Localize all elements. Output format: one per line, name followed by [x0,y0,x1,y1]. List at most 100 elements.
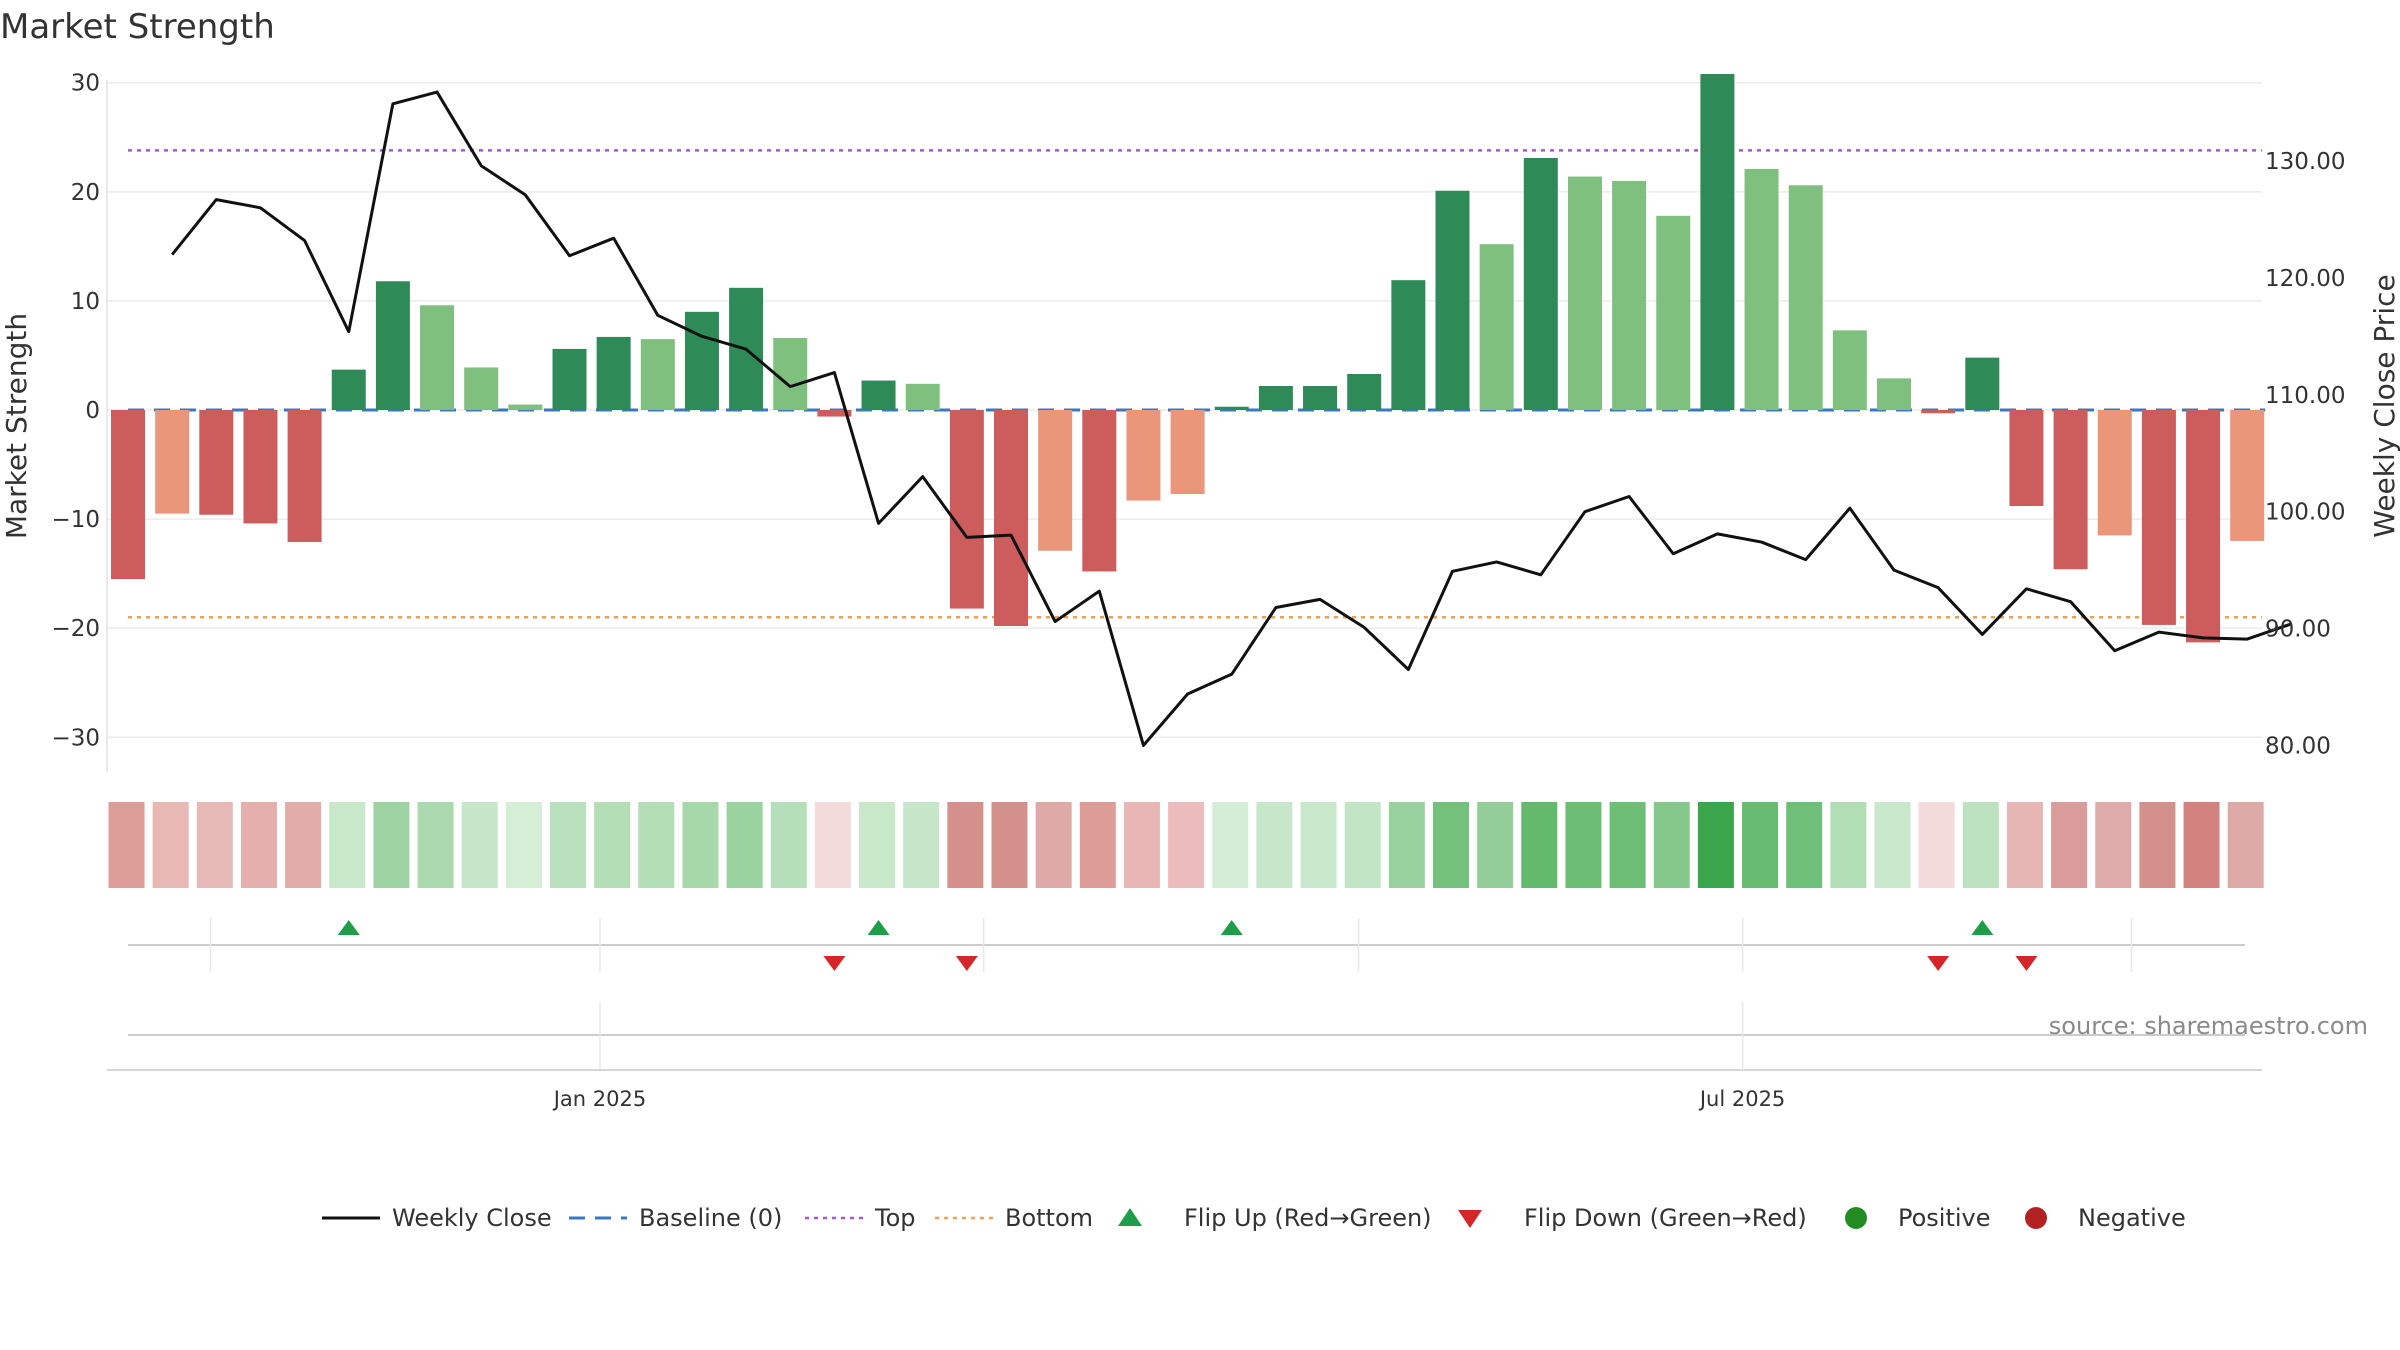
strength-bar [508,404,543,410]
heat-strip-cell [1256,802,1293,888]
y-tick-label: −20 [51,616,100,642]
strength-bar [1523,158,1558,410]
legend-label: Weekly Close [392,1204,552,1232]
y2-tick-label: 100.00 [2265,500,2345,526]
flip-up-marker [1971,920,1994,935]
strength-bar [1877,378,1911,410]
flip-up-marker [1220,920,1243,935]
legend-swatch-flip-up [1118,1208,1142,1226]
heat-strip-cell [594,802,631,888]
heat-strip-cell [903,802,940,888]
strength-bar [2053,410,2088,570]
strength-bar [949,410,984,609]
heat-strip-cell [285,802,322,888]
date-tick-label: Jul 2025 [1698,1087,1785,1111]
heat-strip-cell [991,802,1028,888]
heat-strip-cell [1079,802,1116,888]
source-credit: source: sharemaestro.com [2049,1012,2368,1040]
strength-bar [2097,410,2132,536]
weekly-close-line [170,90,2292,747]
heat-strip-cell [461,802,498,888]
heat-strip-cell [638,802,675,888]
flip-down-marker [955,956,978,971]
flip-up-marker [867,920,890,935]
heat-strip-cell [505,802,542,888]
heat-strip-cell [1874,802,1911,888]
strength-bar [1921,410,1956,414]
strength-bar [552,348,587,410]
heat-strip-cell [1609,802,1646,888]
strength-bar [331,369,366,410]
strength-bar [1788,185,1823,410]
legend: Weekly Close Baseline (0) Top Bottom Flip Up… [322,1204,2186,1232]
strength-bar [2009,410,2044,506]
heat-strip-cell [2227,802,2264,888]
strength-bar [1391,280,1426,410]
heat-strip-cell [1300,802,1337,888]
y-tick-label: 10 [71,289,100,315]
strength-bar [2141,410,2176,625]
heat-strip-cell [550,802,586,888]
strength-bar [1700,74,1735,410]
strength-bar [1038,410,1073,551]
heat-strip-cell [770,802,807,888]
strength-bar [1214,406,1249,410]
heat-strip-cell [108,802,145,888]
strength-bar [2186,410,2221,643]
y-tick-label: 20 [71,180,100,206]
heat-strip-cell [1344,802,1381,888]
heat-strip-cell [417,802,454,888]
legend-label: Positive [1898,1204,1991,1232]
heat-strip-cell [859,802,896,888]
heat-strip-cell [2183,802,2220,888]
strength-bar [1832,330,1867,410]
strength-bar [1303,386,1338,410]
y-tick-label: −10 [51,507,100,533]
strength-bar [199,410,234,515]
strength-bar [1082,410,1117,572]
flip-markers-panel [128,918,2245,972]
y2-tick-label: 110.00 [2265,383,2345,409]
strength-bar [1744,168,1779,410]
strength-bar [1612,180,1647,410]
heat-strip-cell [2051,802,2088,888]
strength-bar [155,410,190,514]
heat-strip-cell [196,802,233,888]
y-tick-label: −30 [51,725,100,751]
date-tick-label: Jan 2025 [552,1087,647,1111]
legend-swatch-negative [2025,1207,2047,1229]
strength-bar [640,339,675,410]
heat-strip-cell [1168,802,1205,888]
strength-bar [375,281,410,410]
legend-label: Flip Up (Red→Green) [1184,1204,1432,1232]
strength-bar [1126,410,1161,501]
strength-heat-strip [108,802,2264,888]
strength-bar [817,410,852,417]
y-axis-label: Market Strength [0,313,33,539]
heat-strip-cell [726,802,763,888]
heat-strip-cell [1035,802,1072,888]
strength-bar [773,338,808,410]
flip-up-marker [337,920,360,935]
heat-strip-cell [1697,802,1734,888]
heat-strip-cell [240,802,277,888]
heat-strip-cell [1477,802,1514,888]
strength-bar [1435,190,1470,410]
heat-strip-cell [1212,802,1249,888]
strength-bar [994,410,1028,626]
heat-strip-cell [1962,802,1999,888]
legend-label: Negative [2078,1204,2186,1232]
y-tick-label: 0 [85,398,100,424]
y2-tick-label: 90.00 [2265,617,2331,643]
strength-bar [596,336,631,410]
heat-strip-cell [1433,802,1469,888]
y-axis-ticks: 30 20 10 0 −10 −20 −30 [51,71,100,752]
strength-bar [905,383,940,410]
y2-axis-label: Weekly Close Price [2368,274,2400,537]
date-axis: Jan 2025 Jul 2025 [107,1002,2262,1111]
flip-down-marker [1927,956,1950,971]
heat-strip-cell [1565,802,1602,888]
strength-bar [684,311,719,410]
legend-label: Bottom [1005,1204,1093,1232]
